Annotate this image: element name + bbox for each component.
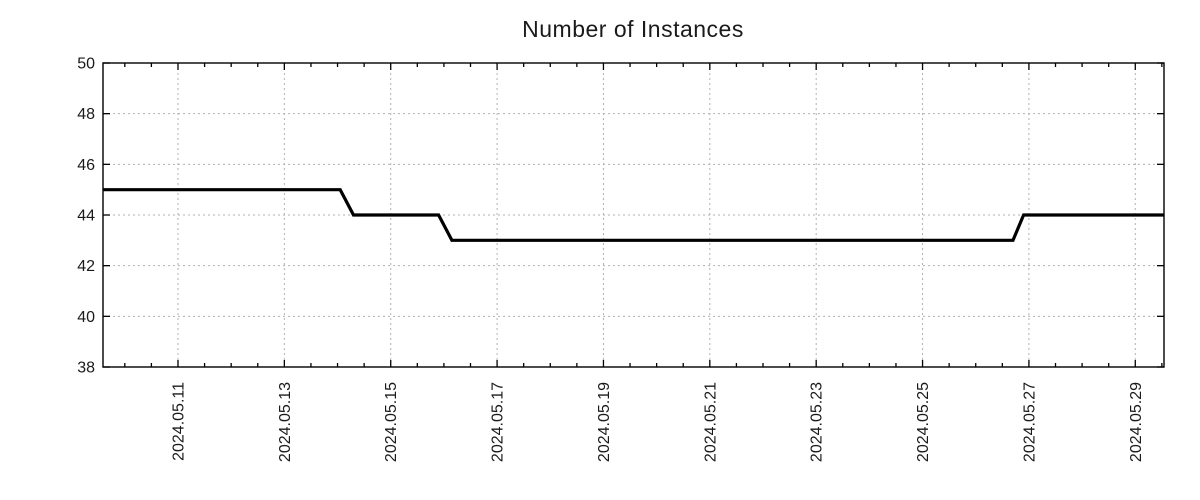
x-tick-label: 2024.05.23 [809, 382, 826, 462]
x-tick-label: 2024.05.27 [1021, 382, 1038, 462]
x-tick-label: 2024.05.13 [277, 382, 294, 462]
series-line-instances [103, 188, 1164, 242]
x-tick-label: 2024.05.19 [596, 382, 613, 462]
x-tick-label: 2024.05.21 [702, 382, 719, 462]
axis-ticks [103, 62, 1164, 368]
y-tick-label: 48 [77, 106, 95, 123]
x-tick-label: 2024.05.15 [383, 382, 400, 462]
x-tick-label: 2024.05.25 [915, 382, 932, 462]
x-tick-label: 2024.05.17 [490, 382, 507, 462]
y-tick-label: 38 [77, 360, 95, 377]
y-tick-label: 40 [77, 309, 95, 326]
tick-labels: 38 40 42 44 46 48 50 2024.05.11 2024.05.13 2024.0… [77, 56, 1145, 463]
x-tick-label: 2024.05.29 [1128, 382, 1145, 462]
y-tick-label: 44 [77, 208, 95, 225]
x-tick-label: 2024.05.11 [170, 382, 187, 461]
y-tick-label: 46 [77, 157, 95, 174]
chart-title: Number of Instances [522, 16, 744, 42]
y-tick-label: 42 [77, 258, 95, 275]
y-tick-label: 50 [77, 56, 95, 73]
gridlines [103, 63, 1164, 367]
